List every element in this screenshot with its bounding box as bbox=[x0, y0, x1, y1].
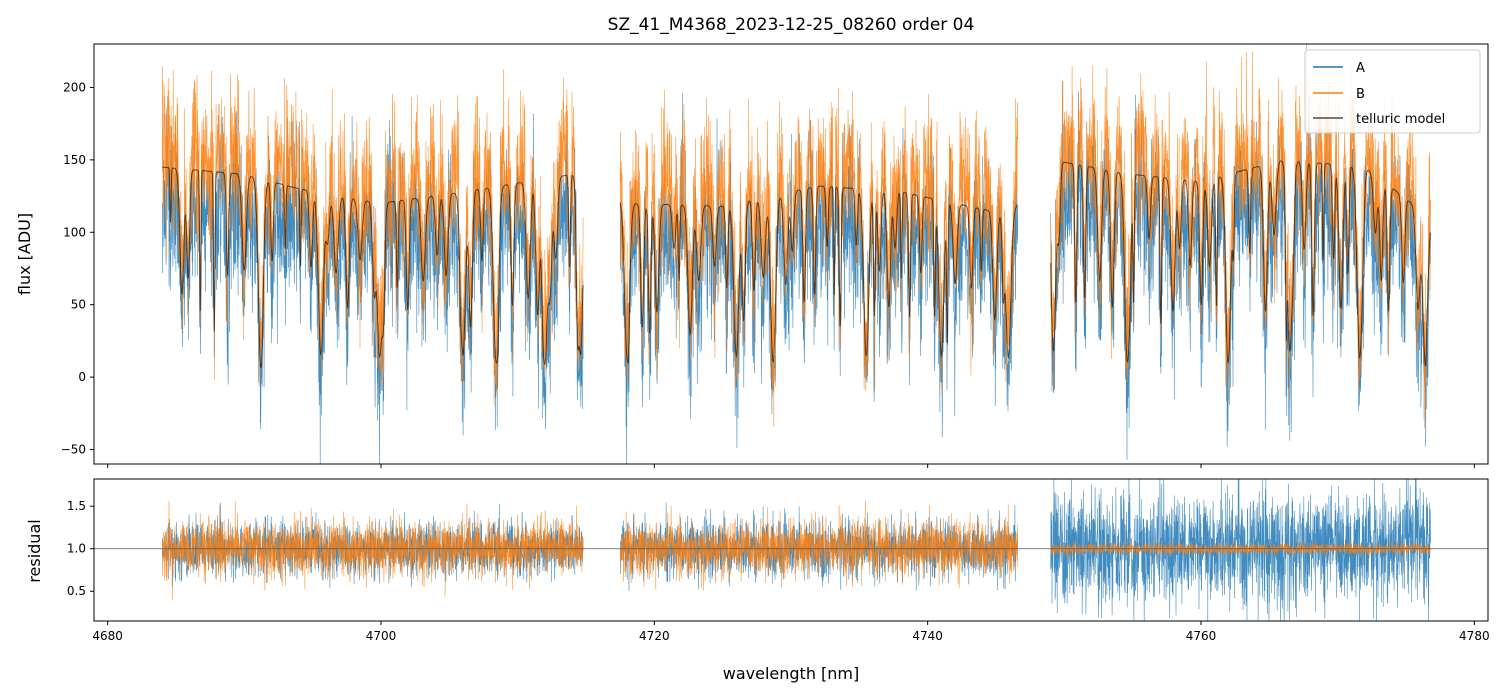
x-tick-label: 4720 bbox=[639, 629, 670, 643]
residual-panel: 0.5 1.0 1.5 4680 4700 4720 4740 4760 4780 resid… bbox=[25, 478, 1490, 683]
residual-y-tick-label: 1.0 bbox=[67, 542, 86, 556]
chart-title: SZ_41_M4368_2023-12-25_08260 order 04 bbox=[608, 15, 975, 35]
x-tick-label: 4680 bbox=[92, 629, 123, 643]
main-plot-area bbox=[162, 44, 1431, 464]
legend-label-telluric: telluric model bbox=[1356, 112, 1445, 127]
residual-y-axis-label: residual bbox=[25, 519, 44, 582]
main-y-tick-label: 150 bbox=[63, 153, 86, 167]
main-y-tick-label: 200 bbox=[63, 80, 86, 94]
legend-label-a: A bbox=[1356, 61, 1365, 76]
main-y-tick-label: −50 bbox=[61, 443, 86, 457]
x-axis-label: wavelength [nm] bbox=[723, 664, 860, 683]
main-y-tick-label: 100 bbox=[63, 225, 86, 239]
telluric-model-line bbox=[162, 160, 1431, 369]
main-x-axis bbox=[107, 464, 1475, 468]
residual-plot-area bbox=[94, 479, 1488, 621]
x-tick-label: 4740 bbox=[912, 629, 943, 643]
main-y-tick-label: 50 bbox=[71, 298, 86, 312]
main-axes-frame bbox=[93, 43, 1489, 465]
residual-y-tick-label: 0.5 bbox=[67, 584, 86, 598]
residual-b-line bbox=[162, 500, 1431, 601]
main-panel: −50 0 50 100 150 200 SZ_41_M4368_2023-12-25_0… bbox=[15, 15, 1489, 468]
main-y-tick-label: 0 bbox=[78, 370, 86, 384]
x-tick-label: 4700 bbox=[366, 629, 397, 643]
legend: A B telluric model bbox=[1304, 49, 1481, 134]
legend-label-b: B bbox=[1356, 87, 1365, 102]
main-y-axis-label: flux [ADU] bbox=[15, 213, 34, 295]
residual-y-tick-label: 1.5 bbox=[67, 499, 86, 513]
main-y-axis: −50 0 50 100 150 200 bbox=[61, 80, 94, 457]
residual-axes-frame bbox=[93, 478, 1489, 622]
residual-x-axis: 4680 4700 4720 4740 4760 4780 bbox=[92, 621, 1490, 643]
legend-box bbox=[1304, 49, 1481, 134]
x-tick-label: 4760 bbox=[1186, 629, 1217, 643]
x-tick-label: 4780 bbox=[1459, 629, 1490, 643]
residual-y-axis: 0.5 1.0 1.5 bbox=[67, 499, 94, 598]
